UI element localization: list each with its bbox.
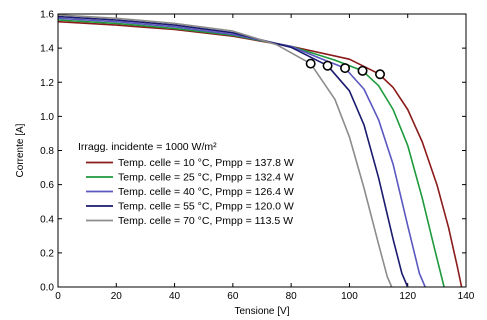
- y-tick-label: 1.2: [40, 78, 54, 89]
- x-tick-label: 40: [169, 291, 181, 302]
- legend-title: Irragg. incidente = 1000 W/m²: [78, 141, 217, 153]
- legend-label-4: Temp. celle = 70 °C, Pmpp = 113.5 W: [118, 215, 293, 227]
- x-tick-label: 20: [111, 291, 123, 302]
- mpp-point-0: [375, 69, 386, 80]
- series-line-3: [57, 15, 409, 288]
- series-line-4: [57, 14, 393, 288]
- ticks-layer: 0 20 40 60 80 100 120 140 0.0 0.2 0.4 0.6 0.8 1.0 1.2 1…: [40, 10, 475, 303]
- legend-label-3: Temp. celle = 55 °C, Pmpp = 120.0 W: [118, 201, 294, 213]
- series-line-0: [57, 20, 463, 288]
- y-tick-label: 1.0: [40, 112, 54, 123]
- y-tick-label: 1.4: [40, 44, 54, 55]
- y-tick-label: 0.2: [40, 248, 54, 259]
- x-tick-label: 100: [341, 291, 358, 302]
- y-axis-label: Corrente [A]: [15, 123, 26, 177]
- mpp-point-1: [357, 65, 368, 76]
- x-axis-label: Tensione [V]: [234, 306, 289, 317]
- y-tick-label: 0.6: [40, 180, 54, 191]
- y-tick-label: 0.4: [40, 214, 54, 225]
- plot-frame: [57, 13, 467, 288]
- x-tick-label: 0: [55, 291, 61, 302]
- y-tick-label: 0.8: [40, 146, 54, 157]
- y-tick-label: 0.0: [40, 283, 54, 294]
- mpp-point-2: [340, 63, 351, 74]
- legend: Irragg. incidente = 1000 W/m² Temp. cell…: [78, 141, 294, 227]
- y-tick-label: 1.6: [40, 10, 54, 21]
- legend-label-1: Temp. celle = 25 °C, Pmpp = 132.4 W: [118, 172, 294, 184]
- mpp-point-3: [322, 60, 333, 71]
- legend-label-0: Temp. celle = 10 °C, Pmpp = 137.8 W: [118, 157, 294, 169]
- mpp-point-4: [305, 58, 316, 69]
- legend-label-2: Temp. celle = 40 °C, Pmpp = 126.4 W: [118, 186, 294, 198]
- x-tick-label: 80: [286, 291, 298, 302]
- series-line-1: [57, 19, 445, 288]
- x-tick-label: 140: [458, 291, 475, 302]
- mpp-markers: [305, 58, 386, 80]
- x-tick-label: 120: [399, 291, 416, 302]
- x-tick-label: 60: [227, 291, 239, 302]
